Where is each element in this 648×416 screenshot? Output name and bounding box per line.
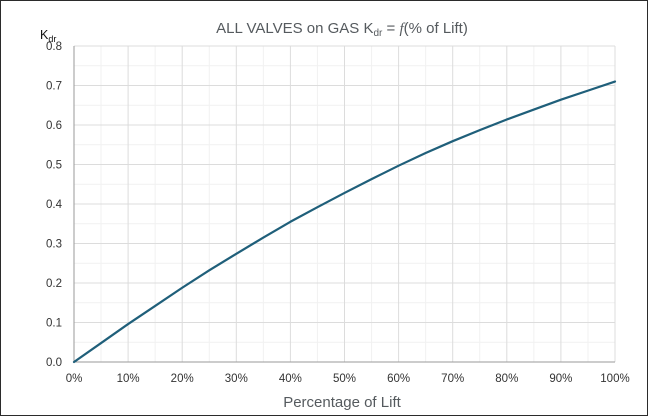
major-gridlines	[73, 45, 616, 363]
x-tick-label: 90%	[549, 373, 572, 385]
chart-title: ALL VALVES on GAS Kdr = f(% of Lift)	[216, 20, 468, 39]
title-subscript: dr	[373, 28, 383, 39]
x-tick-label: 60%	[387, 373, 410, 385]
x-tick-label: 50%	[333, 373, 356, 385]
y-tick-label: 0.3	[46, 239, 62, 251]
y-tick-labels: 0.0 0.1 0.2 0.3 0.4 0.5 0.6 0.7 0.8	[46, 41, 63, 369]
y-axis-label-main: K	[40, 28, 49, 42]
title-function: f	[399, 21, 405, 37]
y-tick-label: 0.0	[46, 357, 62, 369]
x-tick-label: 80%	[495, 373, 518, 385]
y-tick-label: 0.5	[46, 160, 62, 172]
y-tick-label: 0.2	[46, 278, 62, 290]
y-tick-label: 0.8	[46, 41, 62, 53]
y-axis-label-subscript: dr	[48, 34, 56, 44]
x-tick-label: 100%	[600, 373, 629, 385]
y-tick-label: 0.6	[46, 120, 62, 132]
x-tick-label: 30%	[225, 373, 248, 385]
axes	[73, 46, 615, 363]
series-line	[72, 80, 617, 364]
x-tick-label: 20%	[171, 373, 194, 385]
x-tick-label: 0%	[66, 373, 83, 385]
title-suffix: (% of Lift)	[404, 20, 468, 37]
series-layer	[72, 80, 617, 364]
x-tick-label: 10%	[117, 373, 140, 385]
title-prefix: ALL VALVES on GAS K	[216, 20, 373, 37]
x-tick-label: 40%	[279, 373, 302, 385]
y-tick-label: 0.7	[46, 81, 62, 93]
y-axis-label: Kdr	[40, 28, 56, 44]
x-axis-label: Percentage of Lift	[283, 394, 401, 411]
y-tick-label: 0.4	[46, 199, 63, 211]
x-tick-label: 70%	[441, 373, 464, 385]
title-equals: =	[382, 20, 399, 37]
x-tick-labels: 0% 10% 20% 30% 40% 50% 60% 70% 80% 90% 100%	[66, 373, 630, 385]
y-tick-label: 0.1	[46, 318, 62, 330]
